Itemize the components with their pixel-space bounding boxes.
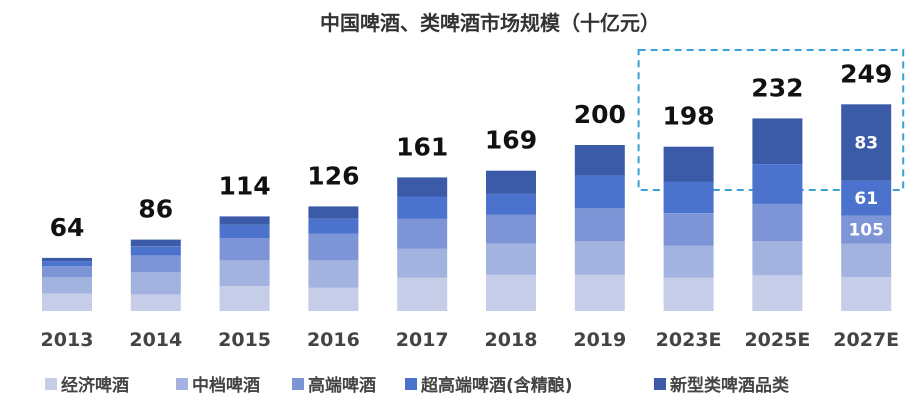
- bar-segment: [130, 246, 181, 256]
- bar-segment: [308, 233, 359, 261]
- x-tick-label: 2015: [218, 329, 271, 351]
- x-tick-label: 2018: [485, 329, 538, 351]
- total-label: 200: [574, 100, 626, 129]
- total-label: 232: [751, 73, 803, 102]
- bar-segment: [42, 257, 92, 262]
- bar-segment: [752, 118, 803, 164]
- bar-segment: [752, 241, 803, 276]
- segment-labels-layer: 83 61 105: [848, 134, 884, 241]
- legend-label: 中档啤酒: [192, 375, 260, 396]
- legend-label: 高端啤酒: [308, 375, 376, 396]
- bar-segment: [752, 164, 803, 204]
- legend-swatch: [292, 378, 304, 390]
- x-tick-label: 2014: [129, 329, 182, 351]
- bar-segment: [574, 175, 625, 209]
- bars-layer: [42, 104, 892, 311]
- bar-segment: [42, 261, 92, 267]
- forecast-highlight-box: [637, 49, 905, 191]
- bar-segment: [397, 218, 448, 249]
- bar-segment: [752, 275, 803, 311]
- bar-segment: [130, 294, 181, 311]
- bar-segment: [841, 277, 892, 311]
- total-label: 64: [50, 213, 85, 242]
- bar-segment: [42, 293, 92, 311]
- legend-swatch: [176, 378, 188, 390]
- segment-value-label: 105: [848, 221, 884, 241]
- segment-value-label: 83: [854, 134, 878, 154]
- bar-segment: [219, 238, 270, 261]
- legend: 经济啤酒 中档啤酒 高端啤酒 超高端啤酒(含精酿) 新型类啤酒品类: [45, 375, 790, 396]
- total-label: 198: [663, 102, 715, 131]
- x-tick-label: 2025E: [744, 329, 810, 351]
- legend-item: 经济啤酒: [45, 375, 129, 396]
- total-label: 86: [138, 195, 173, 224]
- bar-segment: [308, 287, 359, 311]
- bar-segment: [574, 145, 625, 176]
- bar-segment: [574, 208, 625, 242]
- total-label: 169: [485, 126, 537, 155]
- bar-segment: [841, 180, 892, 216]
- total-label: 249: [840, 59, 892, 88]
- bar-segment: [308, 218, 359, 234]
- bar-segment: [486, 274, 536, 311]
- x-axis-tick-labels: 2013 2014 2015 2016 2017 2018 2019 2023E 2025E 20…: [41, 329, 900, 351]
- x-tick-label: 2023E: [656, 329, 722, 351]
- forecast-highlight-layer: [637, 49, 905, 191]
- bar-segment: [841, 243, 892, 277]
- total-labels-layer: 64 86 114 126 161 169 200 198 232 249: [50, 59, 893, 242]
- bar-segment: [574, 241, 625, 275]
- x-tick-label: 2013: [41, 329, 94, 351]
- bar-segment: [486, 194, 536, 215]
- bar-segment: [308, 260, 359, 288]
- bar-segment: [841, 104, 892, 181]
- legend-item: 超高端啤酒(含精酿): [405, 375, 573, 396]
- bar-segment: [219, 216, 270, 225]
- bar-segment: [486, 214, 536, 244]
- bar-segment: [663, 277, 714, 311]
- bar-segment: [130, 255, 181, 272]
- bar-segment: [663, 213, 714, 246]
- chart-title: 中国啤酒、类啤酒市场规模（十亿元）: [320, 11, 660, 35]
- bar-segment: [663, 181, 714, 213]
- bar-segment: [486, 243, 536, 275]
- x-tick-label: 2019: [573, 329, 626, 351]
- legend-label: 经济啤酒: [61, 375, 129, 396]
- legend-swatch: [45, 378, 57, 390]
- bar-segment: [397, 177, 448, 197]
- x-tick-label: 2016: [307, 329, 360, 351]
- bar-segment: [752, 203, 803, 242]
- bar-segment: [397, 277, 448, 311]
- bar-segment: [42, 277, 92, 294]
- legend-label: 超高端啤酒(含精酿): [421, 375, 573, 396]
- x-tick-label: 2027E: [833, 329, 899, 351]
- bar-segment: [397, 196, 448, 219]
- bar-segment: [219, 224, 270, 238]
- bar-segment: [397, 248, 448, 278]
- legend-label: 新型类啤酒品类: [670, 375, 790, 396]
- bar-segment: [841, 215, 892, 244]
- bar-segment: [219, 260, 270, 287]
- legend-item: 新型类啤酒品类: [654, 375, 790, 396]
- total-label: 126: [307, 161, 359, 190]
- legend-item: 高端啤酒: [292, 375, 376, 396]
- total-label: 114: [219, 171, 271, 200]
- bar-segment: [486, 170, 536, 194]
- legend-swatch: [654, 378, 666, 390]
- bar-segment: [219, 286, 270, 311]
- legend-item: 中档啤酒: [176, 375, 260, 396]
- bar-segment: [130, 272, 181, 295]
- bar-segment: [574, 274, 625, 311]
- bar-segment: [663, 146, 714, 182]
- segment-value-label: 61: [854, 189, 878, 209]
- bar-segment: [42, 266, 92, 277]
- x-tick-label: 2017: [396, 329, 449, 351]
- bar-segment: [663, 245, 714, 278]
- total-label: 161: [396, 132, 448, 161]
- bar-segment: [130, 239, 181, 247]
- legend-swatch: [405, 378, 417, 390]
- bar-segment: [308, 206, 359, 219]
